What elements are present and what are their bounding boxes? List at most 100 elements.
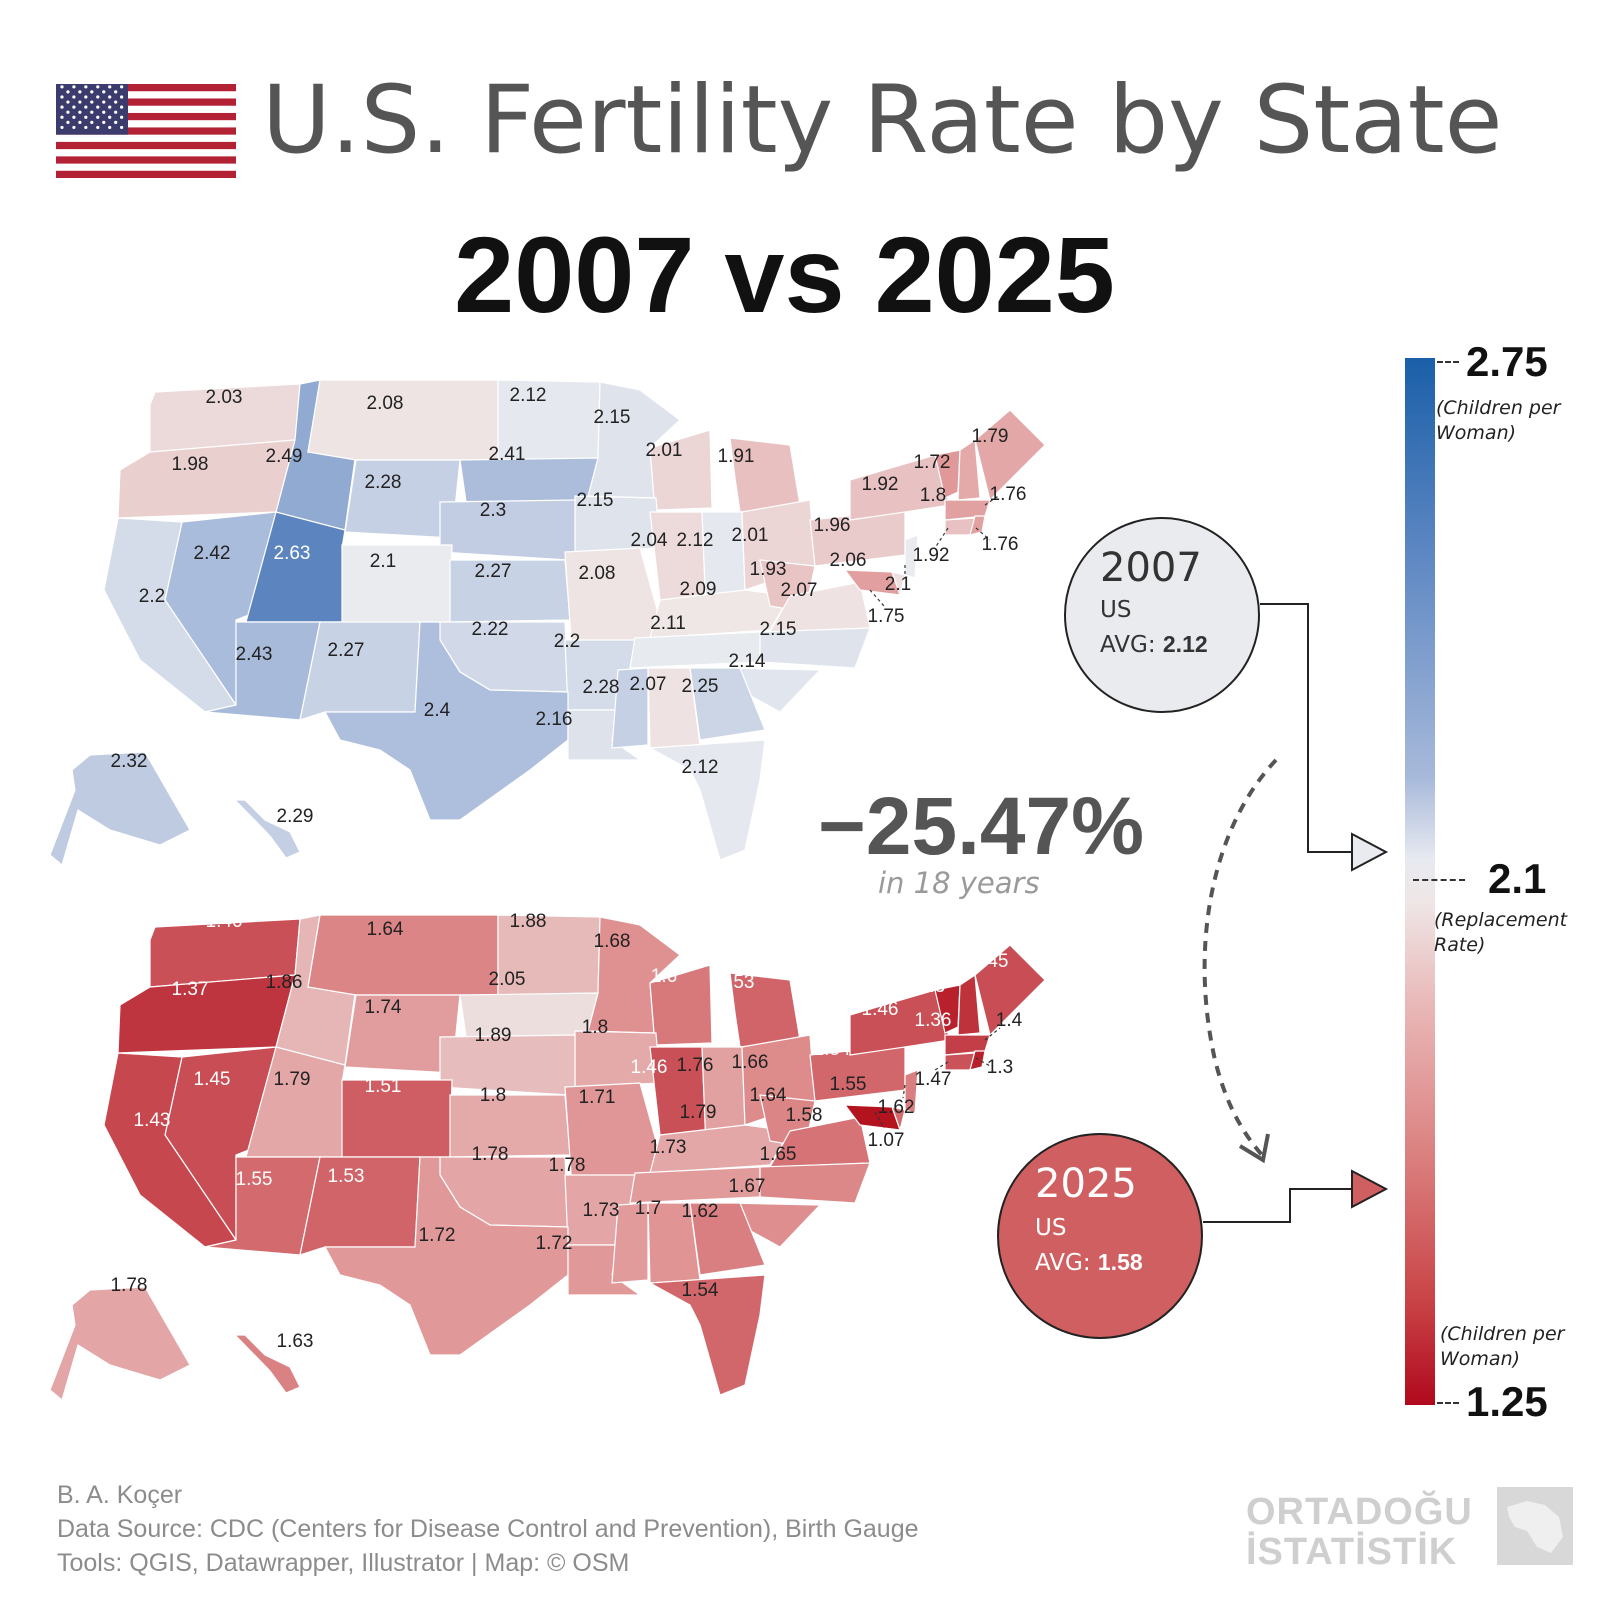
state-or-2007 [117,439,296,519]
state-value-nj: 2.1 [885,574,911,595]
state-value-co: 1.51 [365,1076,402,1097]
flag-star [72,95,76,99]
state-value-mn: 1.68 [594,931,631,952]
state-value-tx: 2.4 [424,700,451,721]
state-value-ma: 1.4 [996,1010,1023,1031]
state-value-wa: 2.03 [206,387,243,408]
avg-2007-value-line: AVG: 2.12 [1100,631,1208,658]
state-value-mo: 1.71 [579,1087,616,1108]
state-value-fl: 2.12 [682,757,719,778]
state-md-2025 [843,1104,901,1131]
state-value-or: 1.98 [172,454,209,475]
state-value-nc: 1.65 [760,1144,797,1165]
flag-star [66,100,70,104]
state-value-ok: 1.78 [472,1144,509,1165]
state-value-ga: 2.25 [682,676,719,697]
state-value-il: 2.04 [631,530,668,551]
state-ny-2007 [849,454,951,521]
avg-2007-bubble: 2007 US AVG: 2.12 [1064,517,1260,713]
state-value-sd: 2.05 [489,969,526,990]
flag-star [114,90,118,94]
state-ak-2007 [49,751,191,867]
flag-star [120,95,124,99]
state-value-va: 2.07 [781,580,818,601]
state-or-2025 [117,974,296,1054]
flag-star [108,125,112,130]
us-flag-icon [56,84,236,178]
state-nh-2025 [957,973,981,1036]
flag-star [90,120,94,124]
brand-wordmark: ORTADOĞU İSTATİSTİK [1246,1492,1473,1572]
state-value-mt: 2.08 [367,393,404,414]
state-hi-2025 [233,1334,301,1394]
flag-star [60,85,64,89]
legend-tick-max [1437,361,1459,363]
state-value-hi: 2.29 [277,806,314,827]
avg-2007-value: 2.12 [1162,631,1208,657]
avg-2007-prefix: AVG: [1100,632,1156,658]
state-value-ia: 2.15 [577,490,614,511]
state-value-hi: 1.63 [277,1331,314,1352]
state-value-ne: 2.3 [480,500,506,521]
legend-min-note-line2: Woman) [1440,1348,1521,1370]
state-ny-2025 [849,989,951,1056]
page-subtitle: 2007 vs 2025 [454,214,1115,335]
state-value-al: 1.7 [635,1198,661,1219]
state-value-ky: 1.79 [680,1102,717,1123]
state-fl-2007 [647,739,766,861]
callout-line-ri [975,1057,991,1067]
state-ak-2025 [49,1286,191,1402]
state-nj-2007 [904,534,919,579]
state-value-ca: 1.43 [134,1110,171,1131]
state-value-ak: 1.78 [111,1275,148,1296]
change-percent: −25.47% [818,781,1144,872]
state-ne-2007 [439,499,576,561]
state-wi-2025 [649,964,713,1046]
state-value-nc: 2.15 [760,619,797,640]
flag-star [78,110,82,114]
legend-mid-value: 2.1 [1488,855,1547,902]
legend-min-note-line1: (Children per [1440,1323,1565,1345]
labels-2007: 2.031.98 2.492.08 2.122.152.01 1.912.282.41… [111,385,1027,827]
credit-source: Data Source: CDC (Centers for Disease Co… [57,1515,919,1543]
state-value-id: 1.86 [266,972,303,993]
callout-line-nj [902,1084,906,1099]
legend-tick-mid [1413,879,1465,881]
flag-star [60,105,64,109]
state-value-ia: 1.8 [582,1017,608,1038]
state-value-fl: 1.54 [682,1280,719,1301]
legend-min-value: 1.25 [1466,1378,1548,1425]
legend-tick-min [1437,1402,1459,1404]
state-tx-2025 [323,1156,569,1356]
state-value-wy: 2.28 [365,472,402,493]
state-value-ga: 1.62 [682,1201,719,1222]
state-value-tx: 1.72 [419,1225,456,1246]
state-value-sc: 2.14 [729,651,766,672]
state-tx-2007 [323,621,569,821]
state-value-ct: 1.92 [913,545,950,566]
credit-author: B. A. Koçer [57,1481,183,1509]
state-value-ok: 2.22 [472,619,509,640]
brand-line1: ORTADOĞU [1246,1491,1473,1533]
avg-2025-bubble: 2025 US AVG: 1.58 [997,1133,1203,1339]
state-ms-2007 [611,667,649,749]
state-value-ca: 2.2 [139,586,165,607]
state-co-2007 [341,544,453,623]
avg-2007-year: 2007 [1100,545,1202,591]
state-value-nv: 2.42 [194,543,231,564]
state-value-az: 1.55 [236,1169,273,1190]
flag-star [108,85,112,89]
flag-star [72,125,76,130]
avg-2025-prefix: AVG: [1035,1250,1091,1276]
state-value-nv: 1.45 [194,1069,231,1090]
state-ri-2025 [969,1050,986,1071]
flag-star [84,125,88,130]
state-value-wa: 1.46 [206,911,243,932]
callout-line-ct [934,1061,949,1071]
map-2025 [49,914,1046,1402]
state-value-ma: 1.76 [990,484,1027,505]
state-value-al: 2.07 [630,674,667,695]
state-wi-2007 [649,429,713,511]
flag-star [102,90,106,94]
